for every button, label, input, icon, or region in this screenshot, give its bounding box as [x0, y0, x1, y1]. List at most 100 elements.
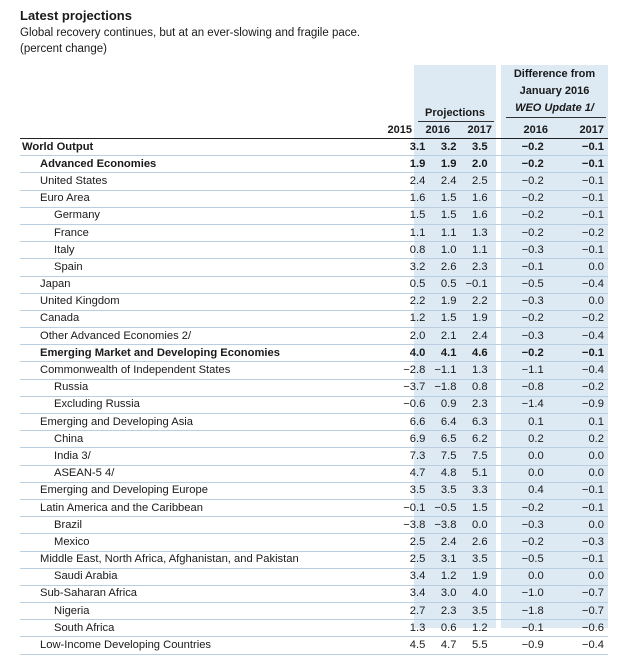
row-label: Low-Income Developing Countries [20, 636, 390, 655]
value-2015-cell: 4.5 [389, 636, 430, 655]
row-label: Commonwealth of Independent States [20, 361, 390, 380]
value-2016-cell: 2.4 [429, 172, 461, 191]
value-2015-cell: 2.5 [389, 551, 430, 569]
table-row: Excluding Russia −0.6 0.9 2.3 −1.4 −0.9 [20, 396, 608, 415]
value-2015-cell: 1.6 [389, 190, 430, 208]
value-2015-cell: −3.8 [389, 516, 430, 535]
diff-2017-cell: −0.1 [547, 172, 608, 191]
value-2015-cell: 2.7 [389, 602, 430, 621]
diff-2016-cell: −0.2 [491, 533, 548, 552]
diff-2017-cell: −0.2 [547, 310, 608, 329]
diff-2016-cell: 0.0 [491, 465, 548, 483]
diff-2016-cell: 0.1 [491, 413, 548, 432]
diff-2017-cell: −0.3 [547, 533, 608, 552]
difference-header-line2: January 2016 [519, 85, 590, 97]
diff-2017-cell: −0.1 [547, 344, 608, 363]
difference-header-line1: Difference from [513, 68, 596, 80]
value-2016-cell: −3.8 [429, 516, 461, 535]
diff-2016-cell: −0.3 [491, 327, 548, 346]
diff-2017-cell: −0.2 [547, 224, 608, 243]
diff-2016-cell: −0.5 [491, 551, 548, 569]
diff-2016-cell: −0.2 [491, 310, 548, 329]
diff-2016-cell: −0.3 [491, 241, 548, 260]
value-2017-cell: 3.5 [460, 602, 492, 621]
diff-2016-cell: −0.2 [491, 207, 548, 225]
value-2016-cell: 2.3 [429, 602, 461, 621]
value-2015-cell: 2.4 [389, 172, 430, 191]
value-2015-cell: 6.9 [389, 430, 430, 449]
value-2017-cell: 1.1 [460, 241, 492, 260]
table-row: Middle East, North Africa, Afghanistan, … [20, 551, 608, 569]
diff-2016-cell: −0.2 [491, 344, 548, 363]
table-row: China 6.9 6.5 6.2 0.2 0.2 [20, 430, 608, 449]
difference-header-line3: WEO Update 1/ [515, 102, 594, 114]
table-row: Nigeria 2.7 2.3 3.5 −1.8 −0.7 [20, 602, 608, 621]
diff-2017-cell: −0.4 [547, 276, 608, 294]
value-2016-cell: 0.5 [429, 276, 461, 294]
table-top-rule [20, 138, 608, 139]
table-row: India 3/7.3 7.5 7.5 0.0 0.0 [20, 447, 608, 466]
value-2017-cell: 5.1 [460, 465, 492, 483]
table-row: Japan 0.5 0.5 −0.1 −0.5 −0.4 [20, 276, 608, 294]
value-2015-cell: 1.5 [389, 207, 430, 225]
diff-2017-cell: −0.1 [547, 190, 608, 208]
diff-2016-cell: −0.3 [491, 293, 548, 311]
table-row: Euro Area 1.6 1.5 1.6 −0.2 −0.1 [20, 190, 608, 208]
row-label: Japan [20, 276, 390, 294]
unit-note: (percent change) [20, 43, 107, 55]
diff-2017-cell: −0.1 [547, 207, 608, 225]
row-label: Sub-Saharan Africa [20, 585, 390, 604]
diff-2016-cell: 0.0 [491, 447, 548, 466]
table-row: Russia −3.7 −1.8 0.8 −0.8 −0.2 [20, 379, 608, 397]
table-row: Latin America and the Caribbean −0.1 −0.5 1… [20, 499, 608, 518]
row-label: Advanced Economies [20, 155, 390, 174]
diff-2017-cell: 0.0 [547, 447, 608, 466]
value-2015-cell: 4.7 [389, 465, 430, 483]
diff-2017-cell: 0.1 [547, 413, 608, 432]
row-label: Emerging Market and Developing Economies [20, 344, 390, 363]
table-row: Emerging Market and Developing Economies… [20, 344, 608, 363]
diff-2016-cell: −0.2 [491, 139, 548, 157]
diff-2017-cell: 0.0 [547, 465, 608, 483]
value-2015-cell: 2.2 [389, 293, 430, 311]
value-2017-cell: 1.5 [460, 499, 492, 518]
table-row: United Kingdom 2.2 1.9 2.2 −0.3 0.0 [20, 293, 608, 311]
diff-2016-header: 2016 [523, 124, 548, 136]
value-2016-cell: 4.7 [429, 636, 461, 655]
table-row: ASEAN-5 4/4.7 4.8 5.1 0.0 0.0 [20, 465, 608, 483]
diff-2016-cell: 0.2 [491, 430, 548, 449]
value-2015-cell: −0.1 [389, 499, 430, 518]
diff-2016-cell: −1.4 [491, 396, 548, 415]
value-2016-cell: 6.4 [429, 413, 461, 432]
row-label: Canada [20, 310, 390, 329]
diff-2017-cell: −0.2 [547, 379, 608, 397]
value-2015-cell: 7.3 [389, 447, 430, 466]
value-2015-cell: 2.0 [389, 327, 430, 346]
row-label: South Africa [20, 619, 390, 638]
document-subtitle: Global recovery continues, but at an eve… [20, 27, 361, 39]
row-label: Brazil [20, 516, 390, 535]
value-2016-cell: 0.6 [429, 619, 461, 638]
value-2016-cell: 3.5 [429, 482, 461, 500]
diff-2017-cell: −0.1 [547, 551, 608, 569]
value-2016-cell: 2.6 [429, 258, 461, 277]
value-2017-cell: 1.9 [460, 568, 492, 586]
diff-2017-cell: 0.0 [547, 258, 608, 277]
diff-2016-cell: −0.5 [491, 276, 548, 294]
diff-2016-cell: 0.0 [491, 568, 548, 586]
row-label: Germany [20, 207, 390, 225]
value-2017-cell: 3.3 [460, 482, 492, 500]
value-2016-cell: 1.0 [429, 241, 461, 260]
row-label: Emerging and Developing Asia [20, 413, 390, 432]
value-2016-cell: 7.5 [429, 447, 461, 466]
row-label: Emerging and Developing Europe [20, 482, 390, 500]
year-2016-header: 2016 [425, 124, 450, 136]
difference-header-rule [506, 117, 606, 118]
document-title: Latest projections [20, 8, 132, 23]
diff-2017-cell: −0.9 [547, 396, 608, 415]
table-row: France 1.1 1.1 1.3 −0.2 −0.2 [20, 224, 608, 243]
value-2017-cell: 2.3 [460, 258, 492, 277]
value-2017-cell: −0.1 [460, 276, 492, 294]
value-2016-cell: 3.1 [429, 551, 461, 569]
value-2016-cell: 3.0 [429, 585, 461, 604]
